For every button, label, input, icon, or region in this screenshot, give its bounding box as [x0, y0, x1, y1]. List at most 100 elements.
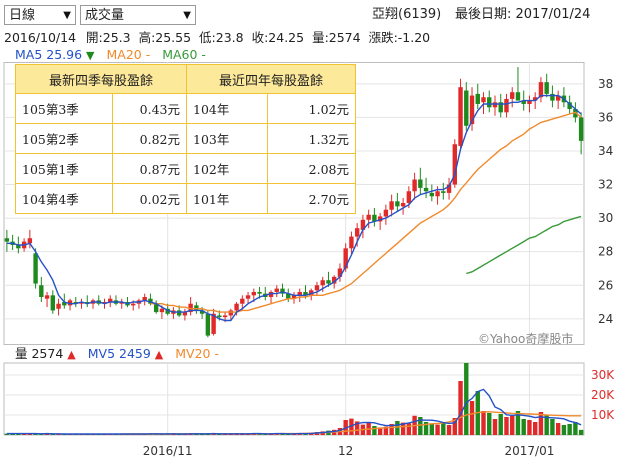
volume-tick-label: 10K [591, 408, 615, 422]
eps-year-value: 1.02元 [267, 93, 356, 124]
eps-year-value: 2.08元 [267, 153, 356, 184]
candle-body [274, 288, 279, 292]
candle-body [159, 308, 165, 313]
eps-quarter-value: 0.82元 [111, 123, 188, 154]
period-select[interactable]: 日線 ▼ [4, 5, 76, 25]
volume-bar [515, 411, 521, 435]
mv5-trend-icon: ▲ [154, 348, 164, 361]
candle-body [383, 209, 389, 217]
candle-body [33, 253, 38, 284]
chevron-down-icon: ▼ [63, 10, 71, 21]
y-tick-label: 30 [598, 211, 613, 225]
candle-body [354, 228, 360, 237]
y-tick-label: 38 [598, 77, 613, 91]
candle-body [165, 308, 170, 314]
ohlc-date: 2016/10/14 [4, 30, 77, 45]
candle-body [412, 179, 417, 192]
candle-body [309, 290, 314, 296]
candle-body [148, 298, 153, 304]
volume-bar [532, 422, 538, 435]
candle-body [286, 293, 291, 299]
candle-body [62, 302, 67, 306]
last-date: 最後日期: 2017/01/24 [455, 7, 591, 22]
volume-bar [418, 417, 423, 435]
candle-body [360, 219, 366, 230]
volume-bar [521, 419, 526, 435]
candle-body [108, 298, 113, 303]
candle-body [240, 298, 245, 304]
volume-bar [423, 422, 429, 435]
candle-body [389, 201, 394, 210]
candle-body [469, 95, 475, 125]
volume-value: 量 2574 [15, 346, 64, 361]
volume-bar [458, 381, 463, 435]
volume-trend-icon: ▲ [67, 348, 76, 361]
candle-body [343, 248, 348, 269]
y-tick-label: 34 [598, 144, 613, 158]
volume-bar [383, 426, 389, 435]
volume-bar [33, 433, 38, 435]
candle-body [475, 93, 480, 104]
volume-bar [395, 421, 400, 435]
volume-bar [435, 424, 440, 435]
candle-body [291, 295, 297, 299]
candle-body [39, 285, 44, 297]
candle-body [268, 291, 274, 297]
candle-body [550, 93, 555, 101]
candle-body [245, 295, 251, 299]
candle-body [85, 302, 90, 304]
eps-row: 105第2季 0.82元 103年 1.32元 [15, 123, 356, 154]
indicator-select[interactable]: 成交量 ▼ [80, 5, 196, 25]
price-legend: MA5 25.96 ▼ MA20 - MA60 - [15, 47, 206, 64]
volume-bar [567, 424, 572, 435]
candle-body [377, 216, 383, 222]
candle-body [538, 82, 544, 98]
ohlc-high: 高:25.55 [138, 30, 192, 45]
ma60-legend: MA60 - [162, 47, 206, 62]
candle-body [131, 303, 136, 306]
candle-body [188, 303, 193, 313]
volume-bar [349, 418, 354, 435]
candle-body [544, 82, 549, 94]
candle-body [205, 313, 211, 336]
ohlc-close: 收:24.25 [251, 30, 305, 45]
candle-body [44, 295, 50, 299]
price-plot-border [3, 62, 585, 345]
candle-body [481, 97, 486, 103]
volume-bar [222, 434, 228, 435]
candle-body [423, 187, 429, 192]
volume-bar [452, 418, 457, 435]
candle-body [337, 268, 343, 277]
candle-body [222, 315, 228, 318]
candle-body [464, 90, 469, 126]
eps-row: 104第4季 0.02元 101年 2.70元 [15, 183, 356, 214]
candle-body [119, 302, 124, 304]
candle-body [487, 97, 492, 108]
volume-bar [498, 414, 503, 435]
y-tick-label: 24 [598, 312, 613, 326]
volume-bar [429, 423, 435, 435]
eps-quarter: 105第3季 [15, 93, 113, 124]
volume-bar [561, 425, 567, 435]
eps-quarter-value: 0.02元 [111, 183, 188, 214]
volume-bar [4, 433, 10, 435]
volume-bar [377, 427, 383, 435]
eps-table: 最新四季每股盈餘 最近四年每股盈餘 105第3季 0.43元 104年 1.02… [15, 64, 356, 214]
ma5-line [6, 94, 582, 322]
candle-body [527, 100, 532, 104]
eps-head-quarterly: 最新四季每股盈餘 [15, 64, 187, 94]
candle-body [102, 302, 107, 304]
eps-year: 102年 [185, 153, 269, 184]
eps-year: 103年 [185, 123, 269, 154]
candle-body [297, 291, 302, 296]
candle-body [452, 144, 457, 185]
candle-body [510, 92, 515, 99]
volume-bar [538, 412, 544, 435]
volume-bar [504, 417, 509, 435]
candle-body [395, 201, 400, 207]
candle-body [73, 302, 78, 304]
candle-body [176, 310, 182, 316]
candle-body [578, 117, 584, 141]
candle-body [199, 310, 205, 314]
volume-bar [21, 434, 27, 435]
